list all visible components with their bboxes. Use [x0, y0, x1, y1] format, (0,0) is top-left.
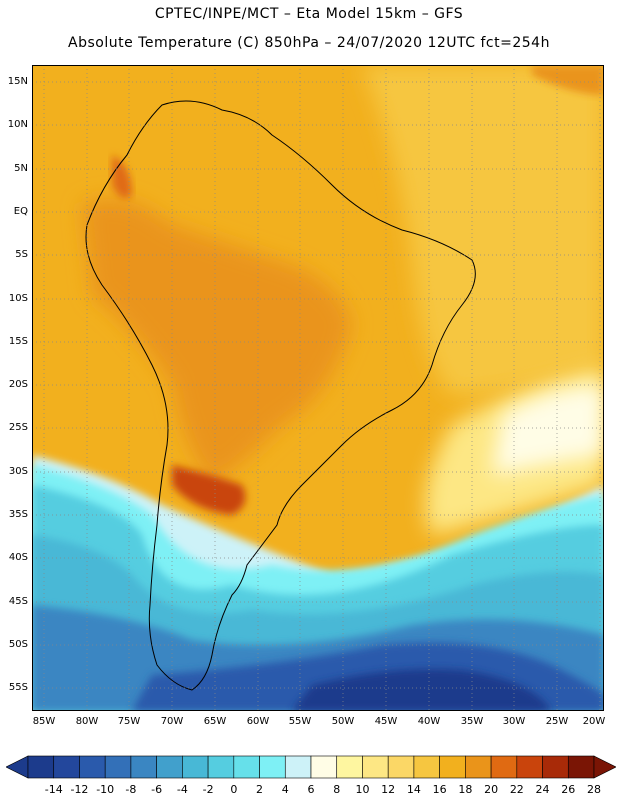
colorbar-swatch: [336, 755, 363, 779]
colorbar-swatch: [284, 755, 312, 779]
lon-label: 30W: [502, 716, 526, 727]
lon-label: 50W: [331, 716, 355, 727]
colorbar-label: -14: [44, 783, 63, 796]
colorbar-arrow-right: [593, 755, 616, 779]
field-20-ne: [532, 65, 604, 95]
lon-label: 55W: [288, 716, 312, 727]
lon-label: 65W: [203, 716, 227, 727]
colorbar-swatch: [182, 755, 209, 779]
colorbar-label: -10: [96, 783, 115, 796]
colorbar-swatch: [516, 755, 543, 779]
colorbar-label: 2: [256, 783, 264, 796]
field-16: [362, 65, 604, 395]
south-america-outline: [85, 100, 476, 691]
colorbar-label: -8: [125, 783, 137, 796]
colorbar-label: 22: [509, 783, 524, 796]
lon-label: 25W: [545, 716, 569, 727]
colorbar-label: 4: [281, 783, 289, 796]
colorbar-label: 16: [432, 783, 447, 796]
colorbar-swatch: [104, 755, 132, 779]
colorbar-label: -4: [176, 783, 188, 796]
colorbar-label: 12: [381, 783, 396, 796]
colorbar-swatch: [310, 755, 338, 779]
colorbar-swatch: [567, 755, 595, 779]
colorbar-label: -6: [151, 783, 163, 796]
lat-label: 35S: [8, 509, 28, 520]
lat-label: 5N: [14, 163, 28, 174]
lat-label: 40S: [8, 552, 28, 563]
lon-label: 35W: [460, 716, 484, 727]
colorbar-swatch: [156, 755, 183, 779]
colorbar-label: 8: [333, 783, 341, 796]
lat-label: 15S: [8, 336, 28, 347]
colorbar-swatch: [439, 755, 466, 779]
colorbar-label: 20: [484, 783, 499, 796]
colorbar-swatch: [79, 755, 106, 779]
field-8: [492, 385, 604, 475]
colorbar-swatch: [207, 755, 235, 779]
graticule: [32, 65, 604, 711]
colorbar-arrow-left: [6, 755, 29, 779]
lon-label: 20W: [582, 716, 606, 727]
colorbar-swatch: [387, 755, 415, 779]
colorbar-swatch: [233, 755, 260, 779]
colorbar-label: 26: [561, 783, 576, 796]
colorbar-swatch: [27, 755, 55, 779]
field-24: [172, 465, 246, 515]
field-22: [112, 155, 132, 199]
colorbar-swatch: [490, 755, 518, 779]
lat-label: 15N: [7, 76, 28, 87]
title-line-2: Absolute Temperature (C) 850hPa – 24/07/…: [68, 35, 550, 51]
colorbar-label: 6: [307, 783, 315, 796]
lat-label: 25S: [8, 422, 28, 433]
colorbar-label: 14: [406, 783, 421, 796]
colorbar-swatch: [413, 755, 440, 779]
lat-label: 5S: [15, 249, 28, 260]
colorbar-label: 24: [535, 783, 550, 796]
lat-label: EQ: [13, 206, 28, 217]
colorbar-label: -12: [70, 783, 89, 796]
lon-label: 45W: [374, 716, 398, 727]
colorbar-swatch: [465, 755, 492, 779]
title-line-1: CPTEC/INPE/MCT – Eta Model 15km – GFS: [154, 6, 464, 22]
colorbar-label: 0: [230, 783, 238, 796]
map-border: [32, 65, 604, 711]
colorbar: [6, 755, 616, 779]
colorbar-label: -2: [202, 783, 214, 796]
lat-label: 10S: [8, 293, 28, 304]
lon-label: 80W: [75, 716, 99, 727]
lon-label: 85W: [32, 716, 56, 727]
colorbar-label: 10: [355, 783, 370, 796]
lat-label: 30S: [8, 466, 28, 477]
colorbar-label: 18: [458, 783, 473, 796]
colorbar-label: 28: [587, 783, 601, 796]
colorbar-swatch: [259, 755, 286, 779]
lon-label: 70W: [160, 716, 184, 727]
colorbar-swatch: [362, 755, 389, 779]
lat-label: 45S: [8, 596, 28, 607]
lon-label: 60W: [246, 716, 270, 727]
lat-label: 55S: [8, 682, 28, 693]
lat-label: 10N: [7, 119, 28, 130]
colorbar-swatch: [53, 755, 80, 779]
lon-label: 40W: [417, 716, 441, 727]
colorbar-swatch: [542, 755, 569, 779]
colorbar-swatch: [130, 755, 157, 779]
lat-label: 50S: [8, 639, 28, 650]
temperature-map: [32, 65, 604, 711]
lon-label: 75W: [117, 716, 141, 727]
lat-label: 20S: [8, 379, 28, 390]
field-m14: [292, 669, 552, 711]
